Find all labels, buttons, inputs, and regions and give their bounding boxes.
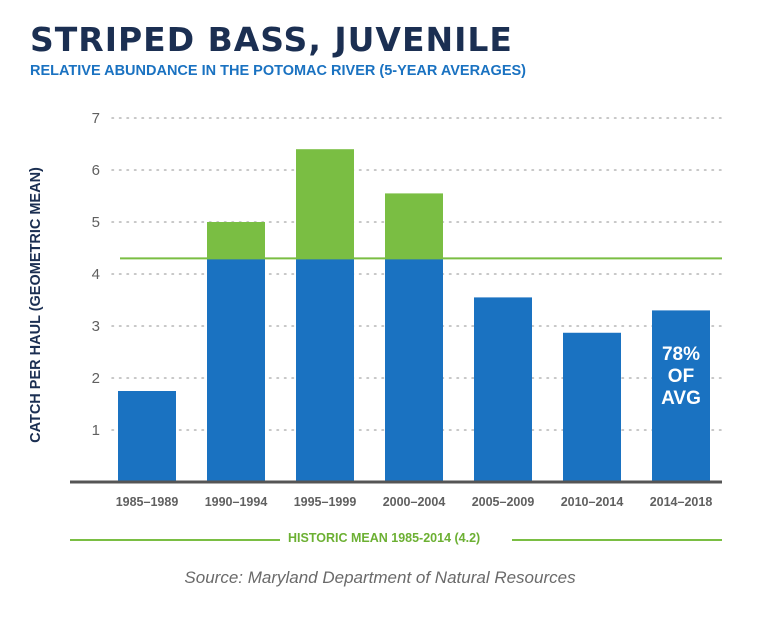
x-tick-label: 2010–2014	[561, 495, 624, 509]
x-tick-label: 1995–1999	[294, 495, 357, 509]
x-tick-label: 2014–2018	[650, 495, 713, 509]
y-tick-label: 2	[92, 370, 100, 387]
y-tick-label: 4	[92, 266, 100, 283]
bar-above-mean	[296, 149, 354, 259]
legend-line-left	[70, 539, 280, 541]
legend-line-right	[512, 539, 722, 541]
bar-below-mean	[207, 258, 265, 482]
source-note: Source: Maryland Department of Natural R…	[184, 568, 576, 587]
y-tick-label: 6	[92, 162, 100, 179]
x-tick-label: 1985–1989	[116, 495, 179, 509]
percent-of-avg-annotation: AVG	[661, 388, 701, 409]
x-tick-label: 1990–1994	[205, 495, 268, 509]
bar-below-mean	[296, 258, 354, 482]
chart-title: STRIPED BASS, JUVENILE	[30, 20, 513, 59]
bar-below-mean	[474, 297, 532, 482]
bar-below-mean	[563, 332, 621, 482]
historic-mean-legend: HISTORIC MEAN 1985-2014 (4.2)	[288, 531, 481, 545]
bar-below-mean	[118, 391, 176, 482]
bar-above-mean	[385, 193, 443, 259]
x-tick-label: 2005–2009	[472, 495, 535, 509]
bar-above-mean	[207, 222, 265, 259]
bar-below-mean	[385, 258, 443, 482]
bar-below-mean	[652, 310, 710, 482]
percent-of-avg-annotation: OF	[668, 366, 694, 387]
percent-of-avg-annotation: 78%	[662, 344, 700, 365]
y-tick-label: 5	[92, 214, 100, 231]
y-tick-label: 3	[92, 318, 100, 335]
y-tick-label: 1	[92, 422, 100, 439]
chart-subtitle: RELATIVE ABUNDANCE IN THE POTOMAC RIVER …	[30, 63, 526, 79]
y-tick-label: 7	[92, 110, 100, 127]
x-tick-label: 2000–2004	[383, 495, 446, 509]
